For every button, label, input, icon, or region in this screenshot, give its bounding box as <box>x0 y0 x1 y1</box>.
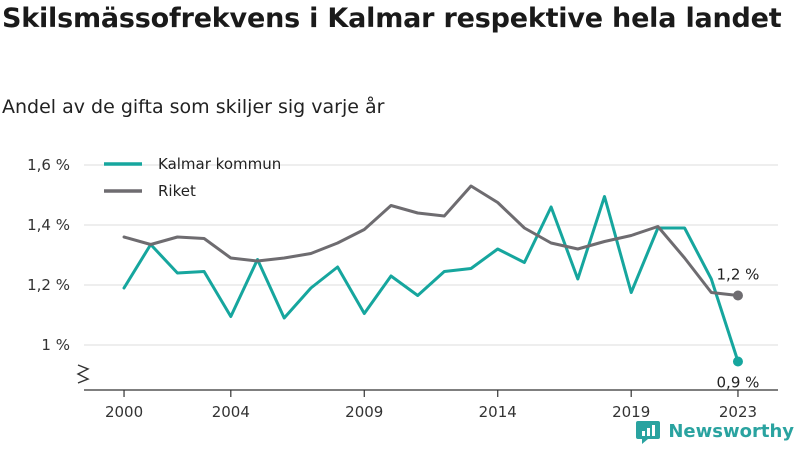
series-line <box>122 184 740 297</box>
newsworthy-logo-icon <box>636 421 661 444</box>
x-tick-label: 2000 <box>105 403 143 421</box>
series-line <box>122 195 740 363</box>
x-tick-label: 2004 <box>212 403 250 421</box>
series-end-point <box>732 290 743 301</box>
x-tick-label: 2014 <box>479 403 517 421</box>
y-tick-label: 1,4 % <box>27 216 70 234</box>
chart-subtitle: Andel av de gifta som skiljer sig varje … <box>2 96 385 118</box>
legend-label: Kalmar kommun <box>158 155 281 173</box>
y-tick-label: 1,6 % <box>27 156 70 174</box>
axis-break-icon <box>76 364 90 384</box>
series-end-point <box>732 356 743 367</box>
chart-title: Skilsmässofrekvens i Kalmar respektive h… <box>2 3 782 34</box>
y-tick-label: 1 % <box>41 336 70 354</box>
brand: Newsworthy <box>636 418 794 444</box>
series-end-label: 1,2 % <box>717 266 760 284</box>
legend-label: Riket <box>158 182 196 200</box>
x-tick-label: 2019 <box>612 403 650 421</box>
y-tick-label: 1,2 % <box>27 276 70 294</box>
brand-name: Newsworthy <box>668 420 794 442</box>
x-tick-label: 2009 <box>345 403 383 421</box>
x-tick-label: 2023 <box>719 403 757 421</box>
legend: Kalmar kommun Riket <box>104 155 281 200</box>
series-end-label: 0,9 % <box>717 374 760 392</box>
series-group: 0,9 % 1,2 % <box>122 184 760 392</box>
axes: 1 % 1,2 % 1,4 % 1,6 % 2000 2004 2009 2014 2019 20… <box>27 156 778 421</box>
